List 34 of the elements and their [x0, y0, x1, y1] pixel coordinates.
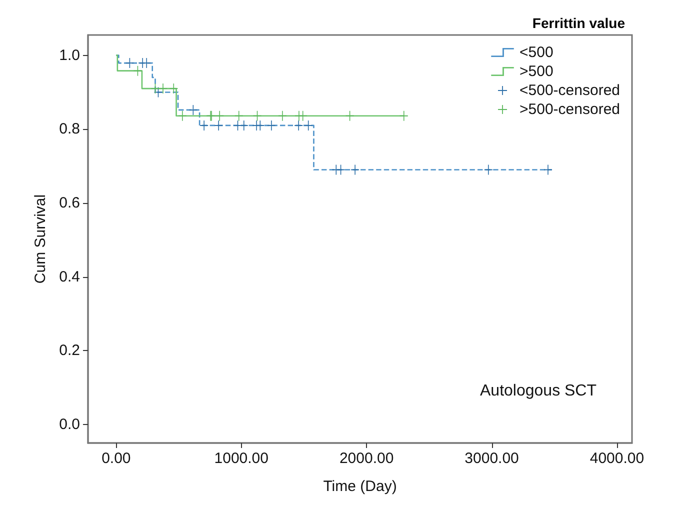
y-tick-label: 0.6	[59, 194, 80, 212]
y-tick-label: 1.0	[59, 46, 80, 64]
x-tick-label: 2000.00	[339, 450, 394, 467]
point	[170, 84, 178, 94]
legend-label: <500-censored	[520, 82, 620, 99]
y-axis-title: Cum Survival	[32, 194, 49, 284]
x-axis-title: Time (Day)	[323, 478, 397, 495]
point	[544, 164, 552, 175]
point	[400, 110, 408, 121]
x-tick-label: 4000.00	[590, 450, 644, 467]
legend-title: Ferrittin value	[532, 15, 626, 31]
annotation: Autologous SCT	[480, 382, 597, 400]
x-tick-label: 0.00	[102, 450, 131, 467]
x-tick-label: 1000.00	[214, 450, 268, 467]
legend-label: <500	[520, 44, 554, 61]
point	[267, 120, 276, 130]
x-tick-label: 3000.00	[464, 450, 519, 467]
point	[234, 110, 243, 121]
point	[294, 120, 303, 130]
y-tick-label: 0.2	[59, 342, 80, 360]
y-tick-label: 0.4	[59, 268, 80, 286]
y-tick-label: 0.0	[59, 416, 80, 434]
point	[484, 164, 492, 175]
point	[278, 110, 286, 121]
point	[200, 120, 208, 130]
legend-label: >500	[520, 63, 554, 80]
point	[214, 120, 223, 130]
point	[178, 110, 186, 121]
point	[158, 84, 167, 94]
point	[351, 164, 360, 175]
point	[304, 120, 312, 130]
point	[216, 110, 224, 121]
y-tick-label: 0.8	[59, 120, 80, 138]
legend-label: >500-censored	[520, 101, 620, 118]
